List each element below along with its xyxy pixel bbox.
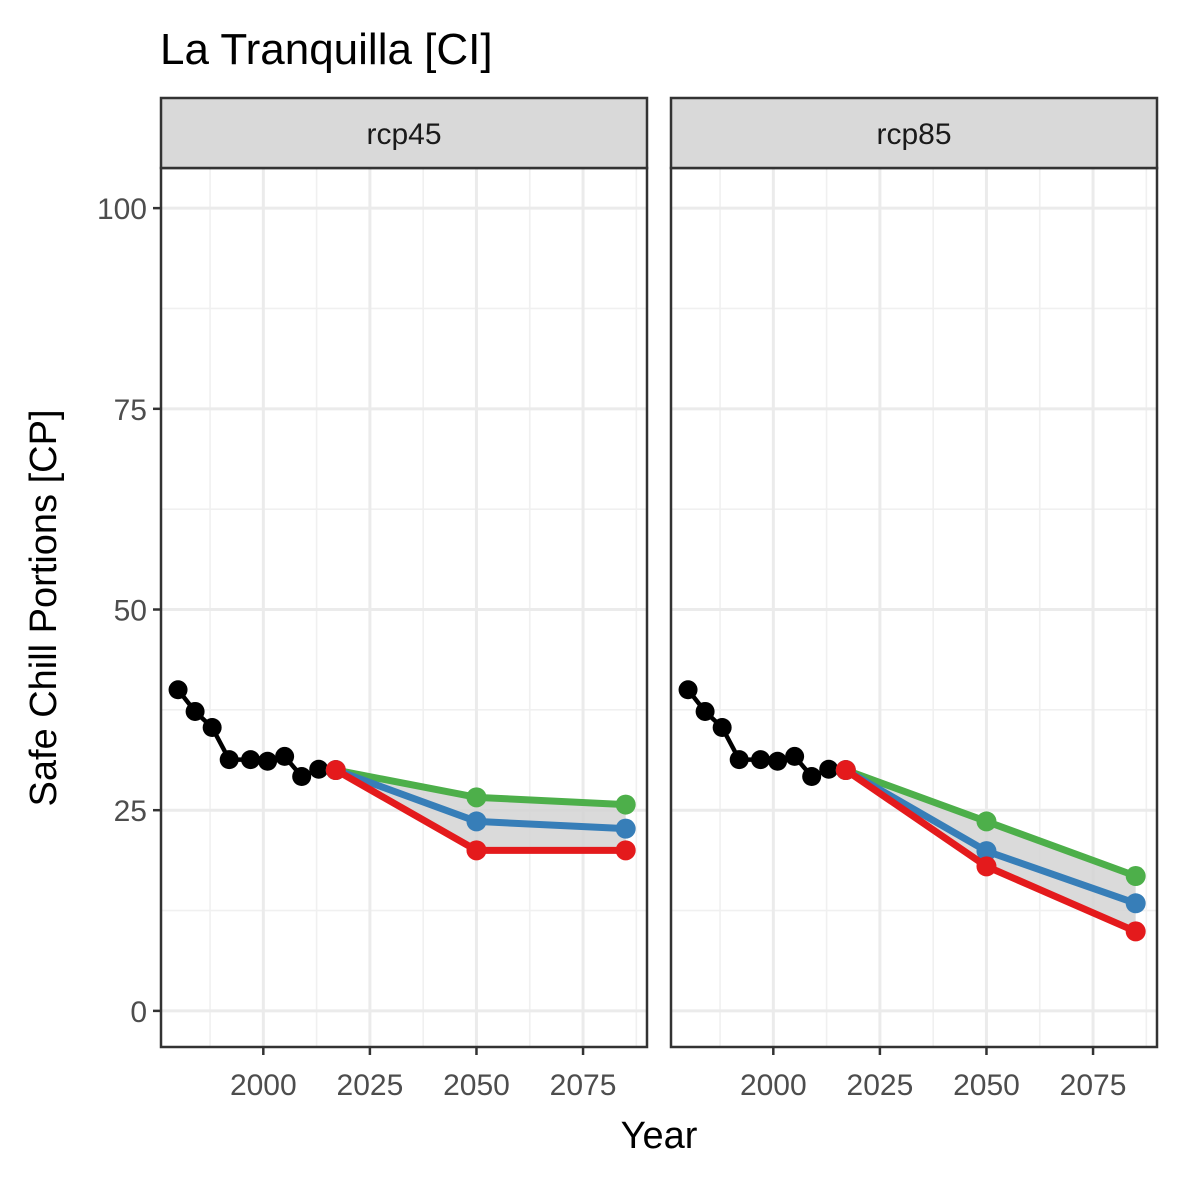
historic-point	[678, 680, 698, 700]
series-point-mid	[615, 818, 636, 839]
historic-point	[241, 750, 261, 770]
facet-strip-label: rcp85	[876, 118, 951, 151]
facet-strip	[159, 96, 649, 170]
x-tick-label: 2075	[1060, 1069, 1127, 1102]
panel-rcp85: rcp85 2000 2025 2050 2075	[669, 96, 1159, 1102]
series-point-mid	[976, 841, 997, 862]
historic-point	[202, 718, 222, 738]
historic-point	[695, 701, 715, 721]
x-tick-label: 2000	[230, 1069, 297, 1102]
y-tick-label: 75	[114, 394, 147, 427]
series-point-high	[466, 787, 487, 808]
series-point-low	[325, 760, 346, 781]
panel-background	[161, 168, 647, 1047]
series-point-mid	[466, 811, 487, 832]
historic-point	[219, 750, 239, 770]
historic-point	[802, 766, 822, 786]
historic-point	[785, 746, 805, 766]
x-tick-label: 2050	[953, 1069, 1020, 1102]
historic-point	[275, 746, 295, 766]
historic-point	[168, 680, 188, 700]
y-tick-label: 0	[130, 996, 147, 1029]
panel-background	[671, 168, 1157, 1047]
historic-point	[258, 751, 278, 771]
x-tick-label: 2025	[847, 1069, 914, 1102]
facet-strip	[669, 96, 1159, 170]
historic-point	[309, 759, 329, 779]
y-tick-label: 25	[114, 795, 147, 828]
y-tick-label: 100	[97, 193, 147, 226]
historic-point	[751, 750, 771, 770]
facet-strip-label: rcp45	[366, 118, 441, 151]
panel-rcp45: rcp45 2000 2025 2050 2075 0 25 50 75 100	[97, 96, 649, 1102]
historic-point	[185, 701, 205, 721]
x-tick-label: 2025	[337, 1069, 404, 1102]
panels: rcp45 2000 2025 2050 2075 0 25 50 75 100 rcp85 2000…	[97, 96, 1159, 1102]
y-tick-label: 50	[114, 595, 147, 628]
series-point-high	[976, 811, 997, 832]
chart-title: La Tranquilla [CI]	[160, 25, 493, 74]
series-point-low	[466, 840, 487, 861]
x-tick-label: 2000	[740, 1069, 807, 1102]
historic-point	[819, 759, 839, 779]
series-point-low	[835, 760, 856, 781]
historic-point	[729, 750, 749, 770]
series-point-low	[1125, 921, 1146, 942]
x-tick-label: 2075	[550, 1069, 617, 1102]
x-tick-label: 2050	[443, 1069, 510, 1102]
historic-point	[768, 751, 788, 771]
x-axis-title: Year	[621, 1115, 698, 1157]
series-point-low	[976, 856, 997, 877]
projection-band	[335, 770, 626, 851]
series-point-high	[615, 794, 636, 815]
series-point-mid	[1125, 893, 1146, 914]
historic-point	[712, 718, 732, 738]
historic-point	[292, 766, 312, 786]
y-axis-title: Safe Chill Portions [CP]	[23, 409, 65, 806]
series-point-high	[1125, 866, 1146, 887]
series-point-low	[615, 840, 636, 861]
